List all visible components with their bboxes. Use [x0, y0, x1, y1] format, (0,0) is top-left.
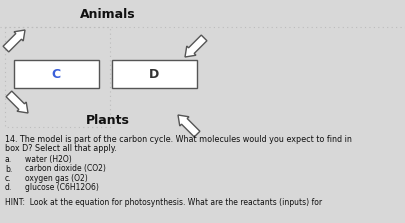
Polygon shape [185, 35, 207, 57]
Text: box D? Select all that apply.: box D? Select all that apply. [5, 144, 117, 153]
Bar [112, 60, 196, 88]
Text: Animals: Animals [80, 8, 136, 21]
Polygon shape [3, 30, 25, 52]
Bar [5, 27, 110, 127]
Polygon shape [6, 91, 28, 113]
Text: oxygen gas (O2): oxygen gas (O2) [25, 174, 87, 183]
Polygon shape [177, 115, 199, 137]
Bar [14, 60, 99, 88]
Text: D: D [149, 68, 159, 81]
Text: 14. The model is part of the carbon cycle. What molecules would you expect to fi: 14. The model is part of the carbon cycl… [5, 135, 351, 144]
Text: glucose (C6H12O6): glucose (C6H12O6) [25, 184, 99, 192]
Text: water (H2O): water (H2O) [25, 155, 72, 164]
Text: a.: a. [5, 155, 12, 164]
Text: Plants: Plants [86, 114, 130, 127]
Text: C: C [51, 68, 60, 81]
Text: d.: d. [5, 184, 12, 192]
Text: HINT:  Look at the equation for photosynthesis. What are the reactants (inputs) : HINT: Look at the equation for photosynt… [5, 198, 321, 207]
Text: b.: b. [5, 165, 12, 173]
Text: c.: c. [5, 174, 11, 183]
Text: carbon dioxide (CO2): carbon dioxide (CO2) [25, 165, 106, 173]
